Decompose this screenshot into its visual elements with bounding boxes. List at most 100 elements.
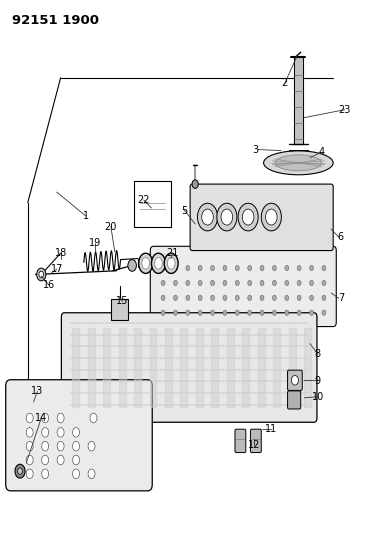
Ellipse shape (164, 253, 178, 273)
Circle shape (161, 310, 165, 316)
Circle shape (57, 441, 64, 451)
Circle shape (223, 295, 227, 301)
Circle shape (260, 310, 264, 316)
Circle shape (260, 295, 264, 301)
Circle shape (26, 455, 33, 465)
Circle shape (161, 265, 165, 271)
Circle shape (57, 413, 64, 423)
Circle shape (236, 280, 239, 286)
Text: 17: 17 (50, 264, 63, 274)
Ellipse shape (263, 151, 333, 175)
Circle shape (248, 310, 251, 316)
Text: 6: 6 (338, 232, 344, 243)
Circle shape (260, 265, 264, 271)
Circle shape (223, 280, 227, 286)
Circle shape (285, 280, 289, 286)
Circle shape (57, 455, 64, 465)
Circle shape (42, 441, 48, 451)
Circle shape (238, 203, 258, 231)
Circle shape (42, 469, 48, 479)
Text: 4: 4 (319, 147, 325, 157)
Circle shape (73, 455, 80, 465)
Text: 20: 20 (105, 222, 117, 232)
Circle shape (248, 295, 251, 301)
Text: 21: 21 (166, 248, 179, 258)
Circle shape (73, 441, 80, 451)
Circle shape (173, 280, 177, 286)
Circle shape (42, 427, 48, 437)
Circle shape (272, 280, 276, 286)
Ellipse shape (139, 253, 152, 273)
Circle shape (202, 209, 213, 225)
FancyBboxPatch shape (235, 429, 246, 453)
Circle shape (236, 295, 239, 301)
Circle shape (198, 265, 202, 271)
Circle shape (73, 469, 80, 479)
Text: 18: 18 (54, 248, 67, 258)
FancyBboxPatch shape (288, 391, 301, 409)
Circle shape (322, 310, 326, 316)
Circle shape (18, 468, 23, 474)
Bar (134, 181, 171, 227)
Circle shape (73, 427, 80, 437)
Circle shape (211, 265, 215, 271)
Circle shape (198, 280, 202, 286)
Circle shape (260, 280, 264, 286)
Circle shape (88, 469, 95, 479)
Text: 14: 14 (35, 413, 47, 423)
Circle shape (26, 413, 33, 423)
Circle shape (36, 268, 46, 281)
Circle shape (186, 280, 190, 286)
Circle shape (128, 260, 137, 271)
Circle shape (26, 441, 33, 451)
Circle shape (297, 295, 301, 301)
Circle shape (236, 310, 239, 316)
Text: 11: 11 (265, 424, 277, 434)
Circle shape (242, 209, 254, 225)
Circle shape (223, 310, 227, 316)
Text: 16: 16 (43, 280, 55, 290)
Circle shape (57, 427, 64, 437)
Text: 92151 1900: 92151 1900 (12, 14, 99, 27)
Circle shape (211, 295, 215, 301)
FancyBboxPatch shape (6, 379, 152, 491)
Circle shape (272, 295, 276, 301)
Ellipse shape (142, 257, 149, 269)
Circle shape (310, 280, 314, 286)
Circle shape (310, 295, 314, 301)
Text: 2: 2 (282, 78, 288, 88)
Bar (111, 300, 128, 320)
Circle shape (211, 280, 215, 286)
Circle shape (248, 280, 251, 286)
Text: 22: 22 (137, 195, 150, 205)
Circle shape (198, 310, 202, 316)
Circle shape (322, 280, 326, 286)
Circle shape (310, 265, 314, 271)
Circle shape (15, 464, 25, 478)
Circle shape (248, 265, 251, 271)
Circle shape (285, 310, 289, 316)
Circle shape (161, 280, 165, 286)
Text: 5: 5 (181, 206, 187, 216)
Circle shape (236, 265, 239, 271)
Circle shape (192, 180, 198, 188)
FancyBboxPatch shape (190, 184, 333, 251)
Circle shape (272, 265, 276, 271)
Text: 8: 8 (315, 349, 321, 359)
Ellipse shape (275, 155, 322, 171)
Circle shape (322, 265, 326, 271)
Circle shape (186, 265, 190, 271)
Circle shape (265, 209, 277, 225)
Text: 12: 12 (248, 440, 260, 450)
Circle shape (223, 265, 227, 271)
Circle shape (285, 295, 289, 301)
Circle shape (173, 265, 177, 271)
Circle shape (322, 295, 326, 301)
Circle shape (261, 203, 281, 231)
Circle shape (291, 375, 298, 385)
Circle shape (297, 280, 301, 286)
Text: 1: 1 (83, 211, 89, 221)
Circle shape (217, 203, 237, 231)
Circle shape (285, 265, 289, 271)
Circle shape (197, 203, 218, 231)
